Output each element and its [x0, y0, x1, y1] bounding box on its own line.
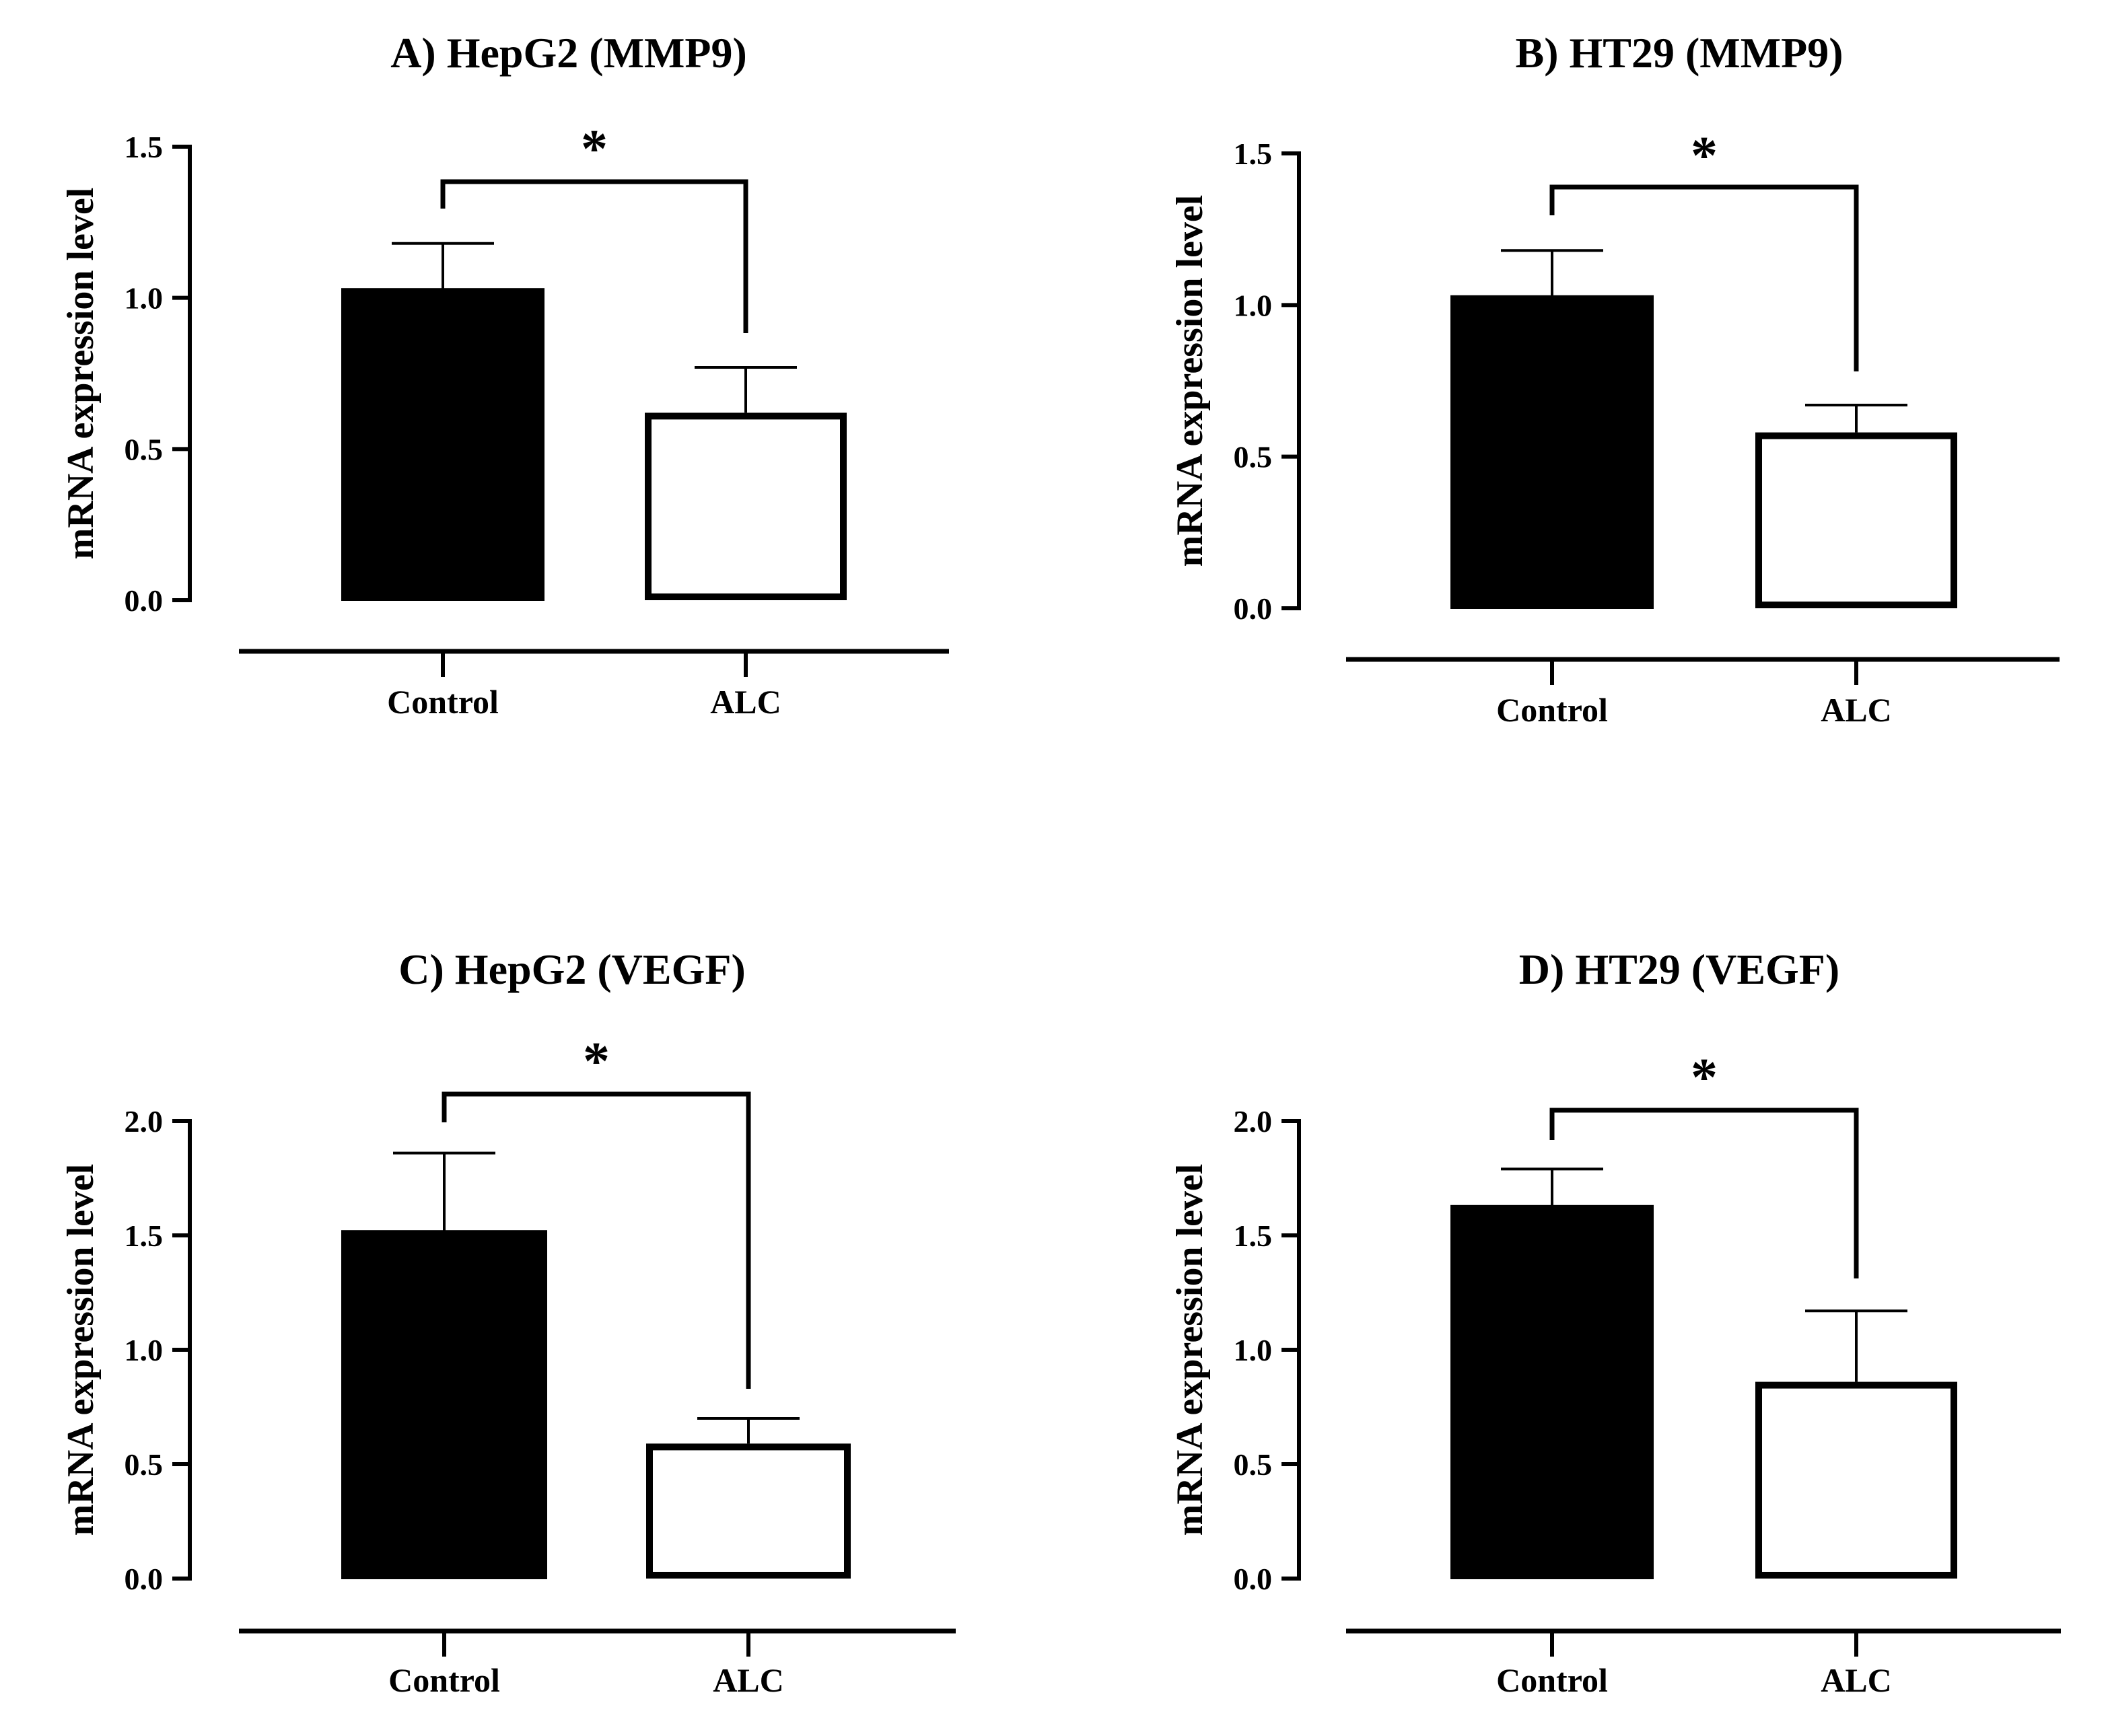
- bar-control: [1450, 1204, 1654, 1580]
- panel-title: A) HepG2 (MMP9): [390, 29, 747, 77]
- significance-bracket: [1549, 184, 1859, 371]
- y-tick-label: 1.0: [125, 1333, 164, 1367]
- y-tick-label: 2.0: [1234, 1104, 1273, 1138]
- y-tick-label: 1.5: [1234, 137, 1273, 171]
- y-tick-label: 0.5: [1234, 440, 1273, 474]
- panel-title: C) HepG2 (VEGF): [398, 945, 746, 993]
- y-axis-label: mRNA expression level: [1169, 1164, 1211, 1536]
- y-tick-label: 1.0: [125, 281, 164, 316]
- panel-4: D) HT29 (VEGF) mRNA expression level 0.0 0.…: [1169, 945, 2061, 1699]
- y-tick-label: 0.5: [125, 1447, 164, 1482]
- y-tick-label: 0.0: [125, 583, 164, 618]
- bar-control: [1450, 295, 1654, 609]
- x-tick-label: ALC: [713, 1661, 784, 1699]
- x-tick-label: Control: [1496, 1661, 1608, 1699]
- x-tick-label: Control: [1496, 691, 1608, 729]
- y-tick-label: 1.5: [1234, 1219, 1273, 1253]
- x-tick-label: ALC: [1821, 691, 1892, 729]
- significance-bracket: [1549, 1108, 1859, 1278]
- y-tick-label: 1.0: [1234, 1333, 1273, 1367]
- panel-3: C) HepG2 (VEGF) mRNA expression level 0.0 0…: [60, 945, 956, 1699]
- y-tick-label: 0.5: [125, 432, 164, 466]
- significance-bracket: [442, 1091, 751, 1389]
- bar-control: [341, 288, 544, 601]
- panel-title: D) HT29 (VEGF): [1519, 945, 1839, 993]
- x-tick-label: ALC: [1821, 1661, 1892, 1699]
- bar-alc: [1755, 1381, 1957, 1579]
- significance-star: *: [1691, 126, 1718, 186]
- bar-control: [341, 1230, 547, 1579]
- x-tick-label: ALC: [710, 683, 781, 721]
- significance-bracket: [440, 179, 748, 333]
- panel-1: A) HepG2 (MMP9) mRNA expression level 0.0 0…: [60, 29, 949, 721]
- x-tick-label: Control: [388, 1661, 500, 1699]
- panel-2: B) HT29 (MMP9) mRNA expression level 0.0 0.…: [1169, 29, 2060, 729]
- bar-alc: [646, 1443, 851, 1579]
- bar-alc: [645, 412, 847, 600]
- y-tick-label: 1.5: [125, 130, 164, 164]
- y-tick-label: 2.0: [125, 1104, 164, 1138]
- y-axis-label: mRNA expression level: [1169, 195, 1211, 567]
- y-tick-label: 0.5: [1234, 1447, 1273, 1482]
- significance-star: *: [581, 120, 608, 179]
- y-tick-label: 0.0: [1234, 1562, 1273, 1596]
- y-axis-label: mRNA expression level: [60, 1164, 102, 1536]
- panel-title: B) HT29 (MMP9): [1516, 29, 1843, 77]
- significance-star: *: [1691, 1048, 1718, 1108]
- y-tick-label: 0.0: [1234, 591, 1273, 626]
- significance-star: *: [583, 1032, 610, 1091]
- y-tick-label: 1.0: [1234, 288, 1273, 322]
- x-tick-label: Control: [387, 683, 499, 721]
- y-tick-label: 1.5: [125, 1219, 164, 1253]
- y-axis-label: mRNA expression level: [60, 188, 102, 560]
- bar-alc: [1755, 432, 1957, 609]
- y-tick-label: 0.0: [125, 1562, 164, 1596]
